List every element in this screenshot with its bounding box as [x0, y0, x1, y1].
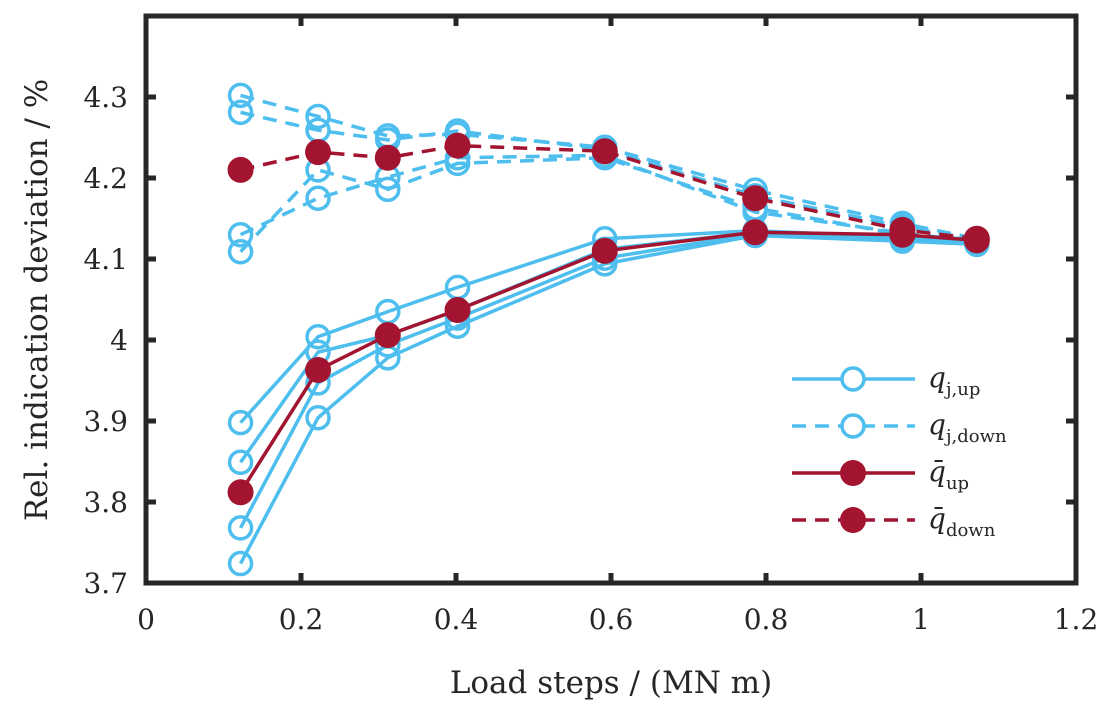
legend-label: q̄up — [928, 455, 969, 494]
legend: qj,up qj,down q̄up q̄down — [792, 361, 1007, 541]
data-point-q-j-down — [305, 185, 331, 211]
legend-marker — [840, 460, 866, 486]
y-tick-label: 3.9 — [83, 405, 128, 438]
data-point-q-j-up — [305, 324, 331, 350]
data-point-q-bar-up — [227, 479, 254, 506]
data-point-q-bar-up — [963, 227, 990, 254]
data-point-q-bar-up — [591, 237, 618, 264]
legend-item: q̄up — [792, 455, 969, 494]
legend-label: qj,down — [928, 408, 1007, 447]
data-point-q-bar-up — [374, 322, 401, 349]
legend-item: q̄down — [792, 502, 996, 541]
y-tick-label: 4.1 — [83, 243, 128, 276]
data-point-q-j-down — [305, 103, 331, 130]
y-tick-label: 4.3 — [83, 81, 128, 114]
data-point-q-bar-down — [591, 138, 618, 165]
data-point-q-j-down — [375, 176, 401, 203]
plot-area — [227, 82, 990, 577]
legend-item: qj,up — [792, 361, 980, 400]
data-point-q-j-up — [227, 409, 254, 436]
data-point-q-bar-up — [889, 221, 916, 248]
y-tick-label: 4 — [110, 324, 128, 357]
legend-item: qj,down — [792, 408, 1007, 447]
axes: 0 0.2 0.4 0.6 0.8 1 1.2 3.7 3.8 3.9 4 4.1 4.2 4.3 — [83, 13, 1099, 636]
x-tick-label: 0.6 — [589, 603, 634, 636]
x-tick-label: 0.2 — [279, 603, 324, 636]
x-tick-label: 0.4 — [434, 603, 479, 636]
data-point-q-j-up — [227, 515, 254, 541]
series-line-q-j-up — [239, 232, 977, 529]
data-point-q-j-up — [227, 550, 254, 577]
data-point-q-bar-down — [374, 144, 401, 171]
data-point-q-j-down — [227, 99, 254, 126]
legend-marker — [840, 507, 866, 533]
data-point-q-bar-down — [742, 185, 769, 212]
series-line-q-j-down — [240, 110, 978, 242]
data-point-q-bar-up — [305, 356, 332, 383]
data-point-q-bar-down — [227, 156, 254, 183]
x-tick-label: 0 — [137, 603, 155, 636]
data-point-q-j-down — [227, 82, 254, 109]
x-tick-label: 1.2 — [1054, 603, 1099, 636]
y-tick-label: 3.7 — [83, 567, 128, 600]
data-point-q-bar-up — [444, 297, 471, 324]
x-axis-title: Load steps / (MN m) — [450, 665, 772, 701]
data-point-q-j-up — [305, 405, 331, 431]
data-point-q-j-up — [227, 449, 254, 476]
x-tick-label: 1 — [912, 603, 930, 636]
y-tick-label: 3.8 — [83, 486, 128, 519]
data-point-q-bar-down — [444, 132, 471, 159]
data-point-q-bar-up — [742, 219, 769, 246]
series-line-q-bar-down — [240, 143, 978, 241]
series-line-q-bar-up — [239, 230, 977, 494]
legend-marker — [840, 413, 866, 439]
data-point-q-bar-down — [305, 139, 332, 166]
legend-marker — [840, 366, 866, 392]
series-line-q-j-up — [239, 233, 977, 565]
y-tick-label: 4.2 — [83, 162, 128, 195]
axes-box — [143, 13, 1079, 586]
y-axis-title: Rel. indication deviation / % — [19, 79, 55, 521]
legend-label: q̄down — [928, 502, 996, 541]
data-point-q-j-down — [227, 238, 254, 265]
data-point-q-j-down — [227, 221, 254, 248]
legend-label: qj,up — [928, 361, 980, 400]
x-tick-label: 0.8 — [744, 603, 789, 636]
